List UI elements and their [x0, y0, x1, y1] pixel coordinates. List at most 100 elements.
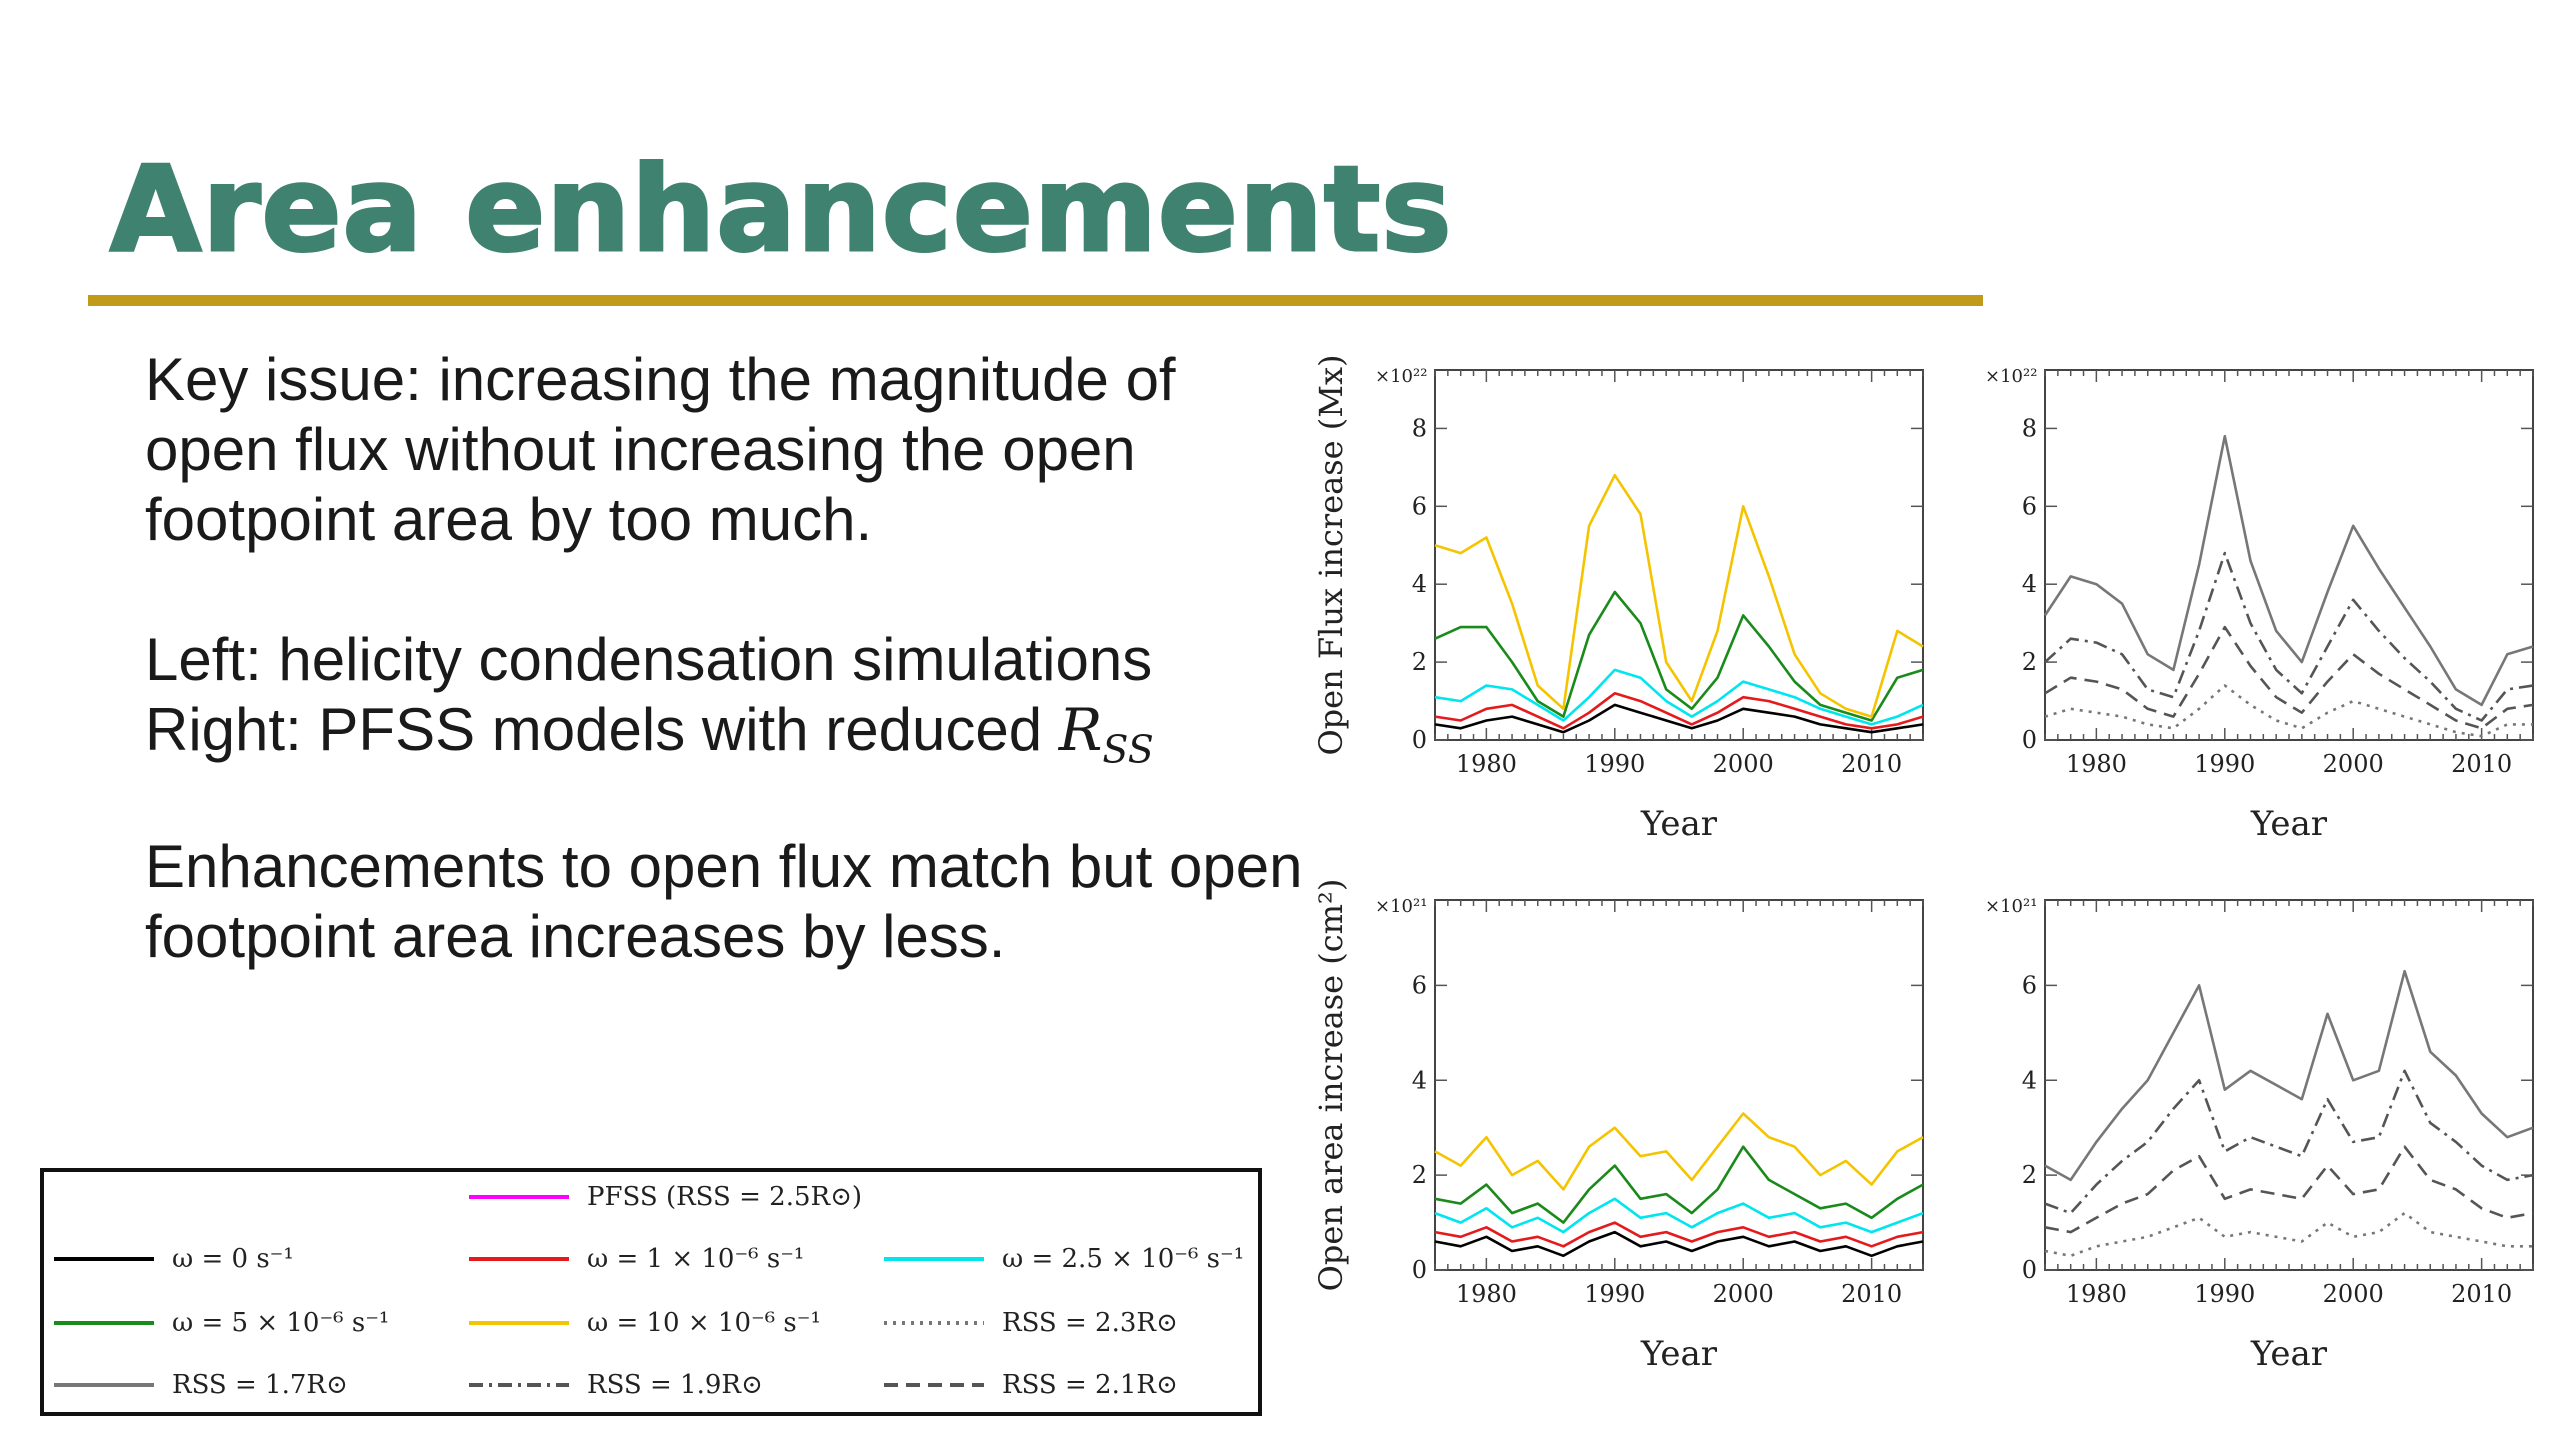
- legend-label: RSS = 2.3R⊙: [1002, 1308, 1178, 1338]
- y-tick-label: 2: [2022, 648, 2037, 676]
- x-tick-label: 2010: [1841, 1280, 1902, 1308]
- x-tick-label: 2000: [1713, 1280, 1774, 1308]
- y-tick-label: 8: [2022, 414, 2037, 442]
- y-tick-label: 0: [2022, 726, 2037, 754]
- x-tick-label: 1990: [2194, 750, 2255, 778]
- x-tick-label: 2000: [1713, 750, 1774, 778]
- y-tick-label: 0: [1412, 1256, 1427, 1284]
- rss-symbol: RSS: [1058, 696, 1154, 772]
- legend-label: RSS = 1.7R⊙: [172, 1370, 348, 1400]
- legend-item-rss-2-1: RSS = 2.1R⊙: [884, 1370, 1178, 1400]
- y-axis-label: Open area increase (cm²): [1312, 879, 1350, 1292]
- legend-swatch: [54, 1321, 154, 1325]
- x-axis-label: Year: [2250, 804, 2328, 844]
- chart-svg: 1980 1990 2000 2010 0 2 4 6 ×10²¹ Year Open area i…: [1312, 879, 1924, 1374]
- series-line: [1434, 1145, 1924, 1224]
- series-line: [2044, 1211, 2533, 1258]
- y-tick-label: 2: [1412, 1161, 1427, 1189]
- chart-open-flux-helicity: 1980 1990 2000 2010 0 2 4 6 8 ×10²² Year Open Flux …: [1300, 340, 1940, 860]
- x-tick-label: 2010: [2451, 1280, 2512, 1308]
- series-line: [1434, 1197, 1924, 1234]
- y-tick-label: 0: [1412, 726, 1427, 754]
- y-axis-label: Open Flux increase (Mx): [1312, 354, 1350, 755]
- legend-item-rss-1-7: RSS = 1.7R⊙: [54, 1370, 348, 1400]
- left-description: Left: helicity condensation simulations: [145, 626, 1153, 693]
- y-tick-label: 4: [2022, 570, 2037, 598]
- slide-title: Area enhancements: [109, 139, 1454, 280]
- legend-label: RSS = 1.9R⊙: [587, 1370, 763, 1400]
- legend-item-rss-1-9: RSS = 1.9R⊙: [469, 1370, 763, 1400]
- series-line: [1434, 1230, 1924, 1258]
- legend-label: ω = 1 × 10⁻⁶ s⁻¹: [587, 1244, 805, 1274]
- left-right-paragraph: Left: helicity condensation simulations …: [145, 625, 1325, 785]
- chart-open-area-pfss: 1980 1990 2000 2010 0 2 4 6 ×10²¹ Year: [1930, 870, 2550, 1390]
- chart-open-flux-pfss: 1980 1990 2000 2010 0 2 4 6 8 ×10²² Year: [1930, 340, 2550, 860]
- legend-swatch: [469, 1257, 569, 1261]
- axis-multiplier: ×10²¹: [1985, 896, 2037, 917]
- x-tick-label: 1980: [2066, 1280, 2127, 1308]
- axis-multiplier: ×10²²: [1985, 366, 2037, 387]
- series-line: [1434, 703, 1924, 734]
- legend-label: ω = 2.5 × 10⁻⁶ s⁻¹: [1002, 1244, 1245, 1274]
- series-line: [2044, 1145, 2534, 1234]
- x-tick-label: 1990: [1584, 1280, 1645, 1308]
- y-tick-label: 4: [1412, 1066, 1427, 1094]
- x-tick-label: 1980: [1456, 750, 1517, 778]
- legend-swatch: [469, 1195, 569, 1199]
- y-tick-label: 6: [1412, 971, 1427, 999]
- y-tick-label: 4: [1412, 570, 1427, 598]
- legend-item-rss-2-3: RSS = 2.3R⊙: [884, 1308, 1178, 1338]
- x-tick-label: 1980: [1456, 1280, 1517, 1308]
- rss-symbol-main: R: [1058, 696, 1103, 764]
- series-line: [1434, 473, 1924, 718]
- x-tick-label: 1980: [2066, 750, 2127, 778]
- legend-swatch: [469, 1321, 569, 1325]
- plot-frame: [1434, 369, 1924, 741]
- legend-label: ω = 10 × 10⁻⁶ s⁻¹: [587, 1308, 821, 1338]
- y-tick-label: 6: [1412, 492, 1427, 520]
- legend-swatch: [469, 1383, 569, 1387]
- legend-label: ω = 5 × 10⁻⁶ s⁻¹: [172, 1308, 390, 1338]
- enhancements-paragraph: Enhancements to open flux match but open…: [145, 833, 1303, 970]
- y-tick-label: 8: [1412, 414, 1427, 442]
- right-description: Right: PFSS models with reduced RSS: [145, 695, 1325, 785]
- chart-open-area-helicity: 1980 1990 2000 2010 0 2 4 6 ×10²¹ Year Open area i…: [1300, 870, 1940, 1390]
- rss-symbol-sub: SS: [1102, 727, 1154, 772]
- legend-item-omega-1: ω = 1 × 10⁻⁶ s⁻¹: [469, 1244, 804, 1274]
- legend-swatch: [884, 1321, 984, 1325]
- plot-frame: [2044, 369, 2534, 741]
- x-tick-label: 1990: [1584, 750, 1645, 778]
- legend-item-omega-5: ω = 5 × 10⁻⁶ s⁻¹: [54, 1308, 389, 1338]
- legend-swatch: [884, 1383, 984, 1387]
- series-line: [2043, 434, 2534, 707]
- x-tick-label: 2010: [2451, 750, 2512, 778]
- chart-legend: PFSS (RSS = 2.5R⊙) ω = 0 s⁻¹ ω = 1 × 10⁻…: [40, 1168, 1262, 1416]
- series-line: [1434, 668, 1924, 726]
- legend-swatch: [54, 1257, 154, 1261]
- legend-label: RSS = 2.1R⊙: [1002, 1370, 1178, 1400]
- series-line: [1434, 590, 1924, 722]
- series-line: [2044, 1069, 2534, 1215]
- series-line: [1434, 691, 1924, 730]
- y-tick-label: 4: [2022, 1066, 2037, 1094]
- plot-frame: [1434, 899, 1924, 1271]
- legend-item-pfss: PFSS (RSS = 2.5R⊙): [469, 1182, 862, 1212]
- x-axis-label: Year: [1640, 804, 1718, 844]
- chart-svg: 1980 1990 2000 2010 0 2 4 6 8 ×10²² Year: [1985, 366, 2534, 844]
- y-tick-label: 6: [2022, 492, 2037, 520]
- chart-svg: 1980 1990 2000 2010 0 2 4 6 ×10²¹ Year: [1985, 896, 2534, 1374]
- right-description-text: Right: PFSS models with reduced: [145, 696, 1059, 763]
- title-divider: [88, 295, 1983, 306]
- x-axis-label: Year: [2250, 1334, 2328, 1374]
- legend-item-omega-0: ω = 0 s⁻¹: [54, 1244, 294, 1274]
- series-line: [1434, 1221, 1924, 1248]
- series-line: [2044, 969, 2534, 1182]
- x-tick-label: 1990: [2194, 1280, 2255, 1308]
- x-tick-label: 2000: [2323, 1280, 2384, 1308]
- axis-multiplier: ×10²¹: [1375, 896, 1427, 917]
- legend-label: ω = 0 s⁻¹: [172, 1244, 294, 1274]
- x-tick-label: 2010: [1841, 750, 1902, 778]
- series-line: [2044, 625, 2534, 730]
- series-line: [1434, 1112, 1924, 1191]
- chart-svg: 1980 1990 2000 2010 0 2 4 6 8 ×10²² Year Open Flux …: [1312, 354, 1924, 844]
